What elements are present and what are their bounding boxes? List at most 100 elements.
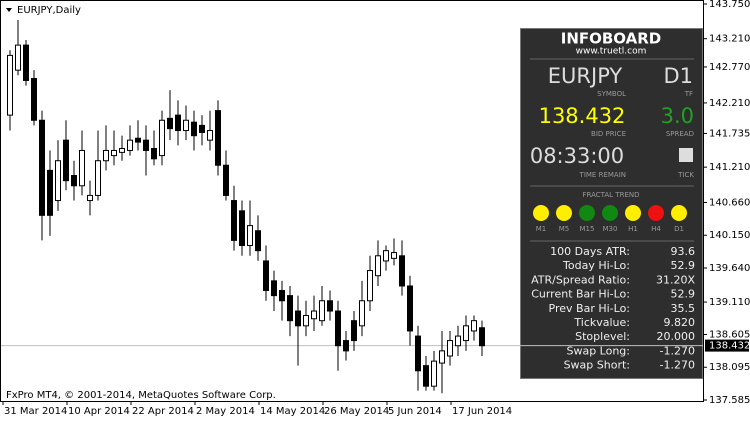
- candle-body: [111, 149, 117, 157]
- candle-body: [159, 119, 165, 157]
- 1: -1.270: [660, 344, 695, 357]
- title: FRACTAL TREND: [583, 191, 640, 199]
- label: M30: [603, 225, 618, 233]
- candle-body: [263, 260, 269, 291]
- candle-body: [463, 325, 469, 342]
- candle-body: [207, 130, 213, 141]
- candle-body: [47, 169, 53, 216]
- candle-body: [127, 139, 133, 151]
- candle-body: [311, 310, 317, 320]
- label: M1: [536, 225, 547, 233]
- label: M5: [559, 225, 570, 233]
- label: H4: [651, 225, 661, 233]
- candle-body: [327, 300, 333, 312]
- candle-body: [423, 365, 429, 387]
- candle-body: [415, 335, 421, 372]
- y-tick-label: 140.660: [709, 197, 750, 208]
- candle-body: [303, 315, 309, 327]
- x-tick-label: 31 Mar 2014: [4, 406, 67, 417]
- 0: Current Bar Hi-Lo:: [531, 288, 630, 301]
- candle-body: [471, 320, 477, 332]
- candle-body: [407, 285, 413, 332]
- x-tick-label: 26 May 2014: [324, 406, 389, 417]
- menu-arrow[interactable]: [6, 8, 12, 12]
- y-tick-label: 140.150: [709, 230, 750, 241]
- candle-body: [55, 160, 61, 202]
- spread: 3.0: [661, 104, 694, 128]
- candle-body: [383, 250, 389, 262]
- 1: 93.6: [671, 245, 696, 258]
- chart-frame: [0, 0, 704, 402]
- candle-body: [231, 200, 237, 241]
- chart-title: EURJPY,Daily: [17, 5, 81, 16]
- y-tick-label: 141.210: [709, 162, 750, 173]
- candle-body: [31, 78, 37, 121]
- time-remain-label: TIME REMAIN: [579, 171, 626, 179]
- candle-body: [279, 289, 285, 302]
- candle-body: [143, 139, 149, 151]
- timeframe: D1: [663, 64, 693, 88]
- y-tick-label: 138.605: [709, 329, 750, 340]
- symbol: EURJPY: [548, 64, 623, 88]
- candle-body: [175, 114, 181, 132]
- title: INFOBOARD: [561, 30, 662, 48]
- tick-label: TICK: [677, 171, 694, 179]
- 0: Prev Bar Hi-Lo:: [549, 302, 630, 315]
- 0: Stoplevel:: [575, 330, 630, 343]
- candle-body: [23, 44, 29, 81]
- y-tick-label: 142.770: [709, 62, 750, 73]
- candle-body: [87, 194, 93, 202]
- time-remain: 08:33:00: [530, 144, 624, 168]
- trend-light: [579, 205, 595, 221]
- price-label: 138.432: [709, 341, 750, 352]
- candle-body: [367, 270, 373, 302]
- candle-body: [343, 340, 349, 352]
- y-tick-label: 142.210: [709, 98, 750, 109]
- candle-body: [271, 280, 277, 297]
- infoboard-panel: [520, 28, 703, 379]
- x-tick-label: 14 May 2014: [260, 406, 325, 417]
- price-label-box: [705, 339, 749, 352]
- 1: 35.5: [671, 302, 696, 315]
- y-tick-label: 143.210: [709, 34, 750, 45]
- tick-indicator: [679, 148, 693, 162]
- candle-body: [119, 148, 125, 153]
- trend-light: [556, 205, 572, 221]
- candle-body: [399, 255, 405, 287]
- candle-body: [391, 252, 397, 259]
- candle-body: [255, 230, 261, 252]
- 1: 9.820: [664, 316, 696, 329]
- candle-body: [431, 360, 437, 387]
- trend-light: [533, 205, 549, 221]
- trend-light: [625, 205, 641, 221]
- 0: Today Hi-Lo:: [562, 259, 630, 272]
- 1: -1.270: [660, 359, 695, 372]
- candle-body: [239, 210, 245, 247]
- y-tick-label: 138.095: [709, 362, 750, 373]
- label: H1: [628, 225, 638, 233]
- candle-body: [167, 117, 173, 130]
- trend-light: [648, 205, 664, 221]
- 0: Tickvalue:: [573, 316, 630, 329]
- y-tick-label: 139.640: [709, 263, 750, 274]
- candle-body: [103, 149, 109, 162]
- 0: ATR/Spread Ratio:: [531, 273, 630, 286]
- bid-price: 138.432: [539, 104, 626, 128]
- candle-body: [247, 225, 253, 247]
- copyright: FxPro MT4, © 2001-2014, MetaQuotes Softw…: [6, 390, 276, 401]
- candle-body: [287, 295, 293, 322]
- candle-body: [135, 137, 141, 143]
- candle-body: [359, 300, 365, 327]
- 1: 52.9: [671, 259, 696, 272]
- y-tick-label: 143.750: [709, 0, 750, 10]
- 0: Swap Long:: [566, 344, 630, 357]
- x-tick-label: 5 Jun 2014: [388, 406, 442, 417]
- candle-body: [63, 139, 69, 182]
- 0: 100 Days ATR:: [550, 245, 630, 258]
- candle-body: [79, 149, 85, 187]
- candle-body: [7, 54, 13, 116]
- y-tick-label: 141.735: [709, 128, 750, 139]
- symbol-label: SYMBOL: [597, 90, 626, 98]
- trend-light: [671, 205, 687, 221]
